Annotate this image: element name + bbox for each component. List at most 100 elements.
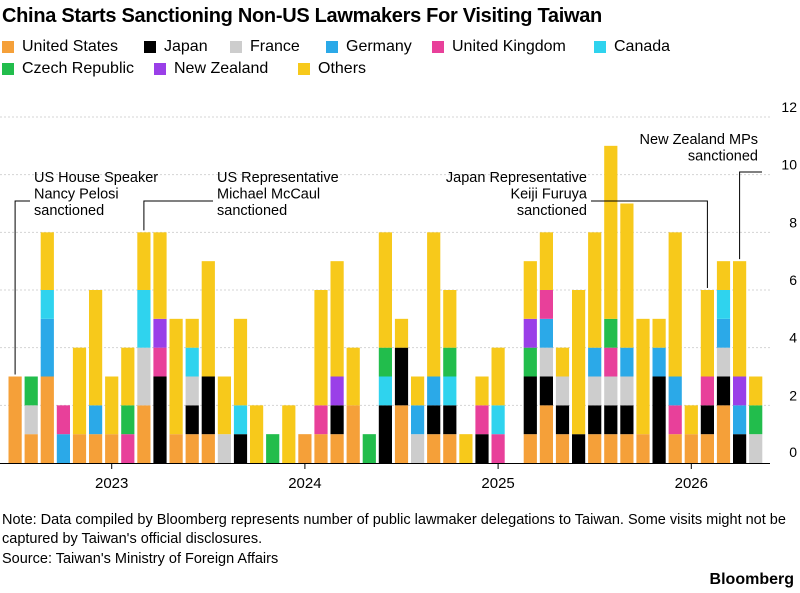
- bar-segment-united-states: [137, 405, 151, 463]
- bar-segment-united-states: [298, 434, 312, 463]
- bar-segment-czech-republic: [362, 434, 376, 463]
- bar-segment-united-states: [604, 434, 618, 463]
- bar-segment-united-states: [89, 434, 103, 463]
- bar-segment-france: [137, 347, 151, 406]
- chart-note: Note: Data compiled by Bloomberg represe…: [2, 512, 786, 547]
- bar-segment-united-states: [539, 405, 553, 463]
- bar-segment-united-states: [185, 434, 199, 463]
- legend-item-others: Others: [298, 60, 366, 78]
- bar-segment-united-states: [700, 434, 714, 463]
- legend-label: Canada: [614, 38, 671, 55]
- bar-segment-new-zealand: [523, 318, 537, 348]
- bar-segment-japan: [394, 347, 409, 406]
- bar-segment-czech-republic: [266, 434, 280, 463]
- bar-segment-others: [201, 261, 215, 377]
- bar-segment-others: [330, 261, 344, 377]
- bar-segment-others: [185, 318, 199, 348]
- bar-segment-united-kingdom: [604, 347, 618, 377]
- bar-segment-japan: [427, 405, 441, 435]
- x-tick-label: 2026: [675, 475, 708, 492]
- y-tick-label: 8: [789, 214, 797, 230]
- bar-segment-france: [24, 405, 38, 435]
- bar-segment-others: [378, 232, 392, 348]
- annotation-leader-line: [143, 200, 213, 231]
- bar-segment-others: [443, 290, 457, 348]
- bar-segment-japan: [588, 405, 602, 435]
- bar-segment-others: [716, 261, 731, 290]
- bar-segment-canada: [443, 376, 457, 406]
- legend-label: Others: [318, 60, 367, 77]
- bar-segment-others: [427, 232, 441, 377]
- bar-segment-france: [716, 347, 731, 377]
- legend-swatch: [2, 41, 14, 53]
- bar-segment-others: [346, 347, 360, 406]
- bar-segment-united-states: [8, 376, 22, 463]
- bar-segment-japan: [604, 405, 618, 435]
- bar-segment-others: [604, 145, 618, 319]
- annotation-line: Japan Representative: [446, 170, 587, 186]
- bar-segment-germany: [668, 376, 682, 406]
- annotation-line: Michael McCaul: [217, 187, 320, 203]
- legend-swatch: [144, 41, 156, 53]
- bar-segment-united-states: [636, 434, 650, 463]
- legend-label: Germany: [346, 38, 412, 55]
- bar-segment-united-kingdom: [121, 434, 135, 463]
- bar-segment-japan: [652, 376, 666, 463]
- bar-segment-czech-republic: [121, 405, 135, 435]
- bar-segment-united-kingdom: [491, 434, 505, 463]
- bar-segment-others: [250, 405, 264, 463]
- legend-swatch: [154, 63, 166, 75]
- bar-segment-japan: [378, 405, 392, 463]
- bar-segment-others: [684, 405, 698, 435]
- bar-segment-united-states: [427, 434, 441, 463]
- bar-segment-united-states: [346, 405, 360, 463]
- legend-swatch: [298, 63, 310, 75]
- bar-segment-czech-republic: [604, 318, 618, 348]
- bar-segment-canada: [137, 290, 151, 348]
- bar-segment-united-states: [201, 434, 215, 463]
- x-tick-label: 2023: [95, 475, 128, 492]
- bar-segment-others: [620, 203, 634, 348]
- bar-segment-france: [185, 376, 199, 406]
- legend-label: France: [250, 38, 300, 55]
- x-tick-label: 2025: [481, 475, 514, 492]
- bar-segment-japan: [555, 405, 570, 435]
- bar-segment-others: [475, 376, 489, 406]
- bar-segment-united-states: [72, 434, 87, 463]
- annotation-line: sanctioned: [34, 203, 104, 219]
- annotation-line: sanctioned: [217, 203, 287, 219]
- legend-item-united-states: United States: [2, 38, 118, 56]
- bar-segment-germany: [539, 318, 553, 348]
- bar-segment-others: [491, 347, 505, 406]
- bar-segment-canada: [378, 376, 392, 406]
- bar-segment-new-zealand: [733, 376, 747, 406]
- bar-segment-japan: [330, 405, 344, 435]
- annotation-text: US House Speaker Nancy Pelosi sanctioned: [34, 170, 158, 219]
- bar-segment-canada: [716, 290, 731, 319]
- legend-swatch: [230, 41, 242, 53]
- bar-segment-united-states: [169, 434, 183, 463]
- bar-segment-others: [700, 290, 714, 377]
- bar-segment-others: [539, 232, 553, 290]
- legend-item-new-zealand: New Zealand: [154, 60, 268, 78]
- bar-segment-japan: [523, 376, 537, 435]
- bar-segment-united-states: [24, 434, 38, 463]
- bar-segment-others: [282, 405, 296, 463]
- bar-segment-germany: [411, 405, 425, 435]
- bar-segment-united-states: [588, 434, 602, 463]
- bar-segment-germany: [620, 347, 634, 377]
- bar-segment-japan: [572, 434, 586, 463]
- bar-segment-others: [40, 232, 54, 290]
- y-tick-label: 12: [781, 99, 797, 115]
- bar-segment-france: [555, 376, 570, 406]
- annotation-line: sanctioned: [517, 203, 587, 219]
- annotation-line: Keiji Furuya: [510, 187, 587, 203]
- bar-segment-france: [411, 434, 425, 463]
- bar-segment-new-zealand: [330, 376, 344, 406]
- bar-segment-united-states: [105, 434, 119, 463]
- bar-segment-united-states: [684, 434, 698, 463]
- annotation-line: US Representative: [217, 170, 339, 186]
- bar-segment-japan: [475, 434, 489, 463]
- bar-segment-united-states: [443, 434, 457, 463]
- bar-segment-france: [749, 434, 763, 463]
